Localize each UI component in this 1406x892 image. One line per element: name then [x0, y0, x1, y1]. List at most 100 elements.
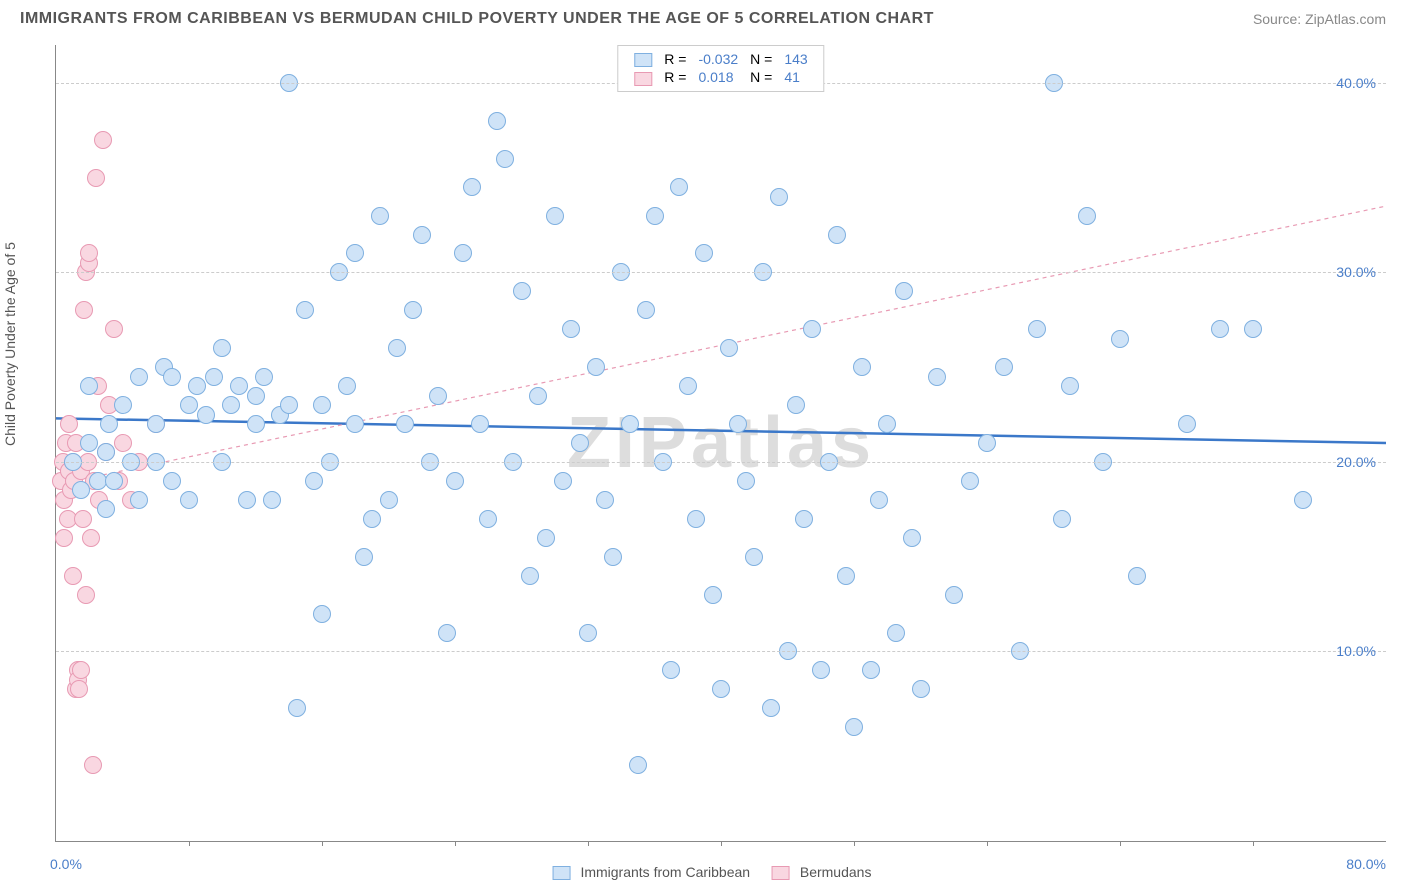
data-point: [388, 339, 406, 357]
data-point: [363, 510, 381, 528]
data-point: [75, 301, 93, 319]
y-axis-label: Child Poverty Under the Age of 5: [2, 242, 18, 446]
source-value: ZipAtlas.com: [1305, 11, 1386, 27]
data-point: [247, 415, 265, 433]
x-tick: [721, 841, 722, 846]
data-point: [97, 443, 115, 461]
data-point: [205, 368, 223, 386]
data-point: [670, 178, 688, 196]
data-point: [521, 567, 539, 585]
data-point: [1028, 320, 1046, 338]
data-point: [84, 756, 102, 774]
data-point: [895, 282, 913, 300]
data-point: [878, 415, 896, 433]
data-point: [637, 301, 655, 319]
data-point: [94, 131, 112, 149]
y-tick-label: 10.0%: [1336, 643, 1376, 659]
data-point: [77, 586, 95, 604]
data-point: [396, 415, 414, 433]
x-tick-max: 80.0%: [1346, 856, 1386, 872]
data-point: [147, 415, 165, 433]
data-point: [687, 510, 705, 528]
data-point: [579, 624, 597, 642]
data-point: [729, 415, 747, 433]
x-tick-min: 0.0%: [50, 856, 82, 872]
correlation-legend: R = -0.032 N = 143 R = 0.018 N = 41: [617, 45, 824, 92]
data-point: [1128, 567, 1146, 585]
data-point: [803, 320, 821, 338]
x-tick: [987, 841, 988, 846]
data-point: [130, 491, 148, 509]
data-point: [70, 680, 88, 698]
series-legend: Immigrants from Caribbean Bermudans: [535, 864, 872, 880]
data-point: [961, 472, 979, 490]
source-attribution: Source: ZipAtlas.com: [1253, 11, 1386, 27]
data-point: [74, 510, 92, 528]
data-point: [313, 605, 331, 623]
data-point: [787, 396, 805, 414]
n-label: N =: [744, 50, 778, 68]
data-point: [463, 178, 481, 196]
data-point: [280, 396, 298, 414]
x-tick: [455, 841, 456, 846]
gridline: [56, 651, 1386, 652]
data-point: [679, 377, 697, 395]
data-point: [845, 718, 863, 736]
data-point: [80, 244, 98, 262]
data-point: [488, 112, 506, 130]
data-point: [213, 339, 231, 357]
data-point: [100, 415, 118, 433]
data-point: [1294, 491, 1312, 509]
data-point: [546, 207, 564, 225]
data-point: [496, 150, 514, 168]
legend-swatch-series2: [634, 72, 652, 86]
data-point: [114, 396, 132, 414]
chart-title: IMMIGRANTS FROM CARIBBEAN VS BERMUDAN CH…: [20, 10, 934, 28]
y-tick-label: 20.0%: [1336, 454, 1376, 470]
x-tick: [189, 841, 190, 846]
y-tick-label: 30.0%: [1336, 264, 1376, 280]
x-tick: [588, 841, 589, 846]
x-tick: [1120, 841, 1121, 846]
data-point: [621, 415, 639, 433]
data-point: [255, 368, 273, 386]
data-point: [263, 491, 281, 509]
data-point: [662, 661, 680, 679]
data-point: [105, 472, 123, 490]
data-point: [180, 396, 198, 414]
x-tick: [854, 841, 855, 846]
data-point: [89, 472, 107, 490]
data-point: [355, 548, 373, 566]
data-point: [305, 472, 323, 490]
data-point: [163, 368, 181, 386]
data-point: [853, 358, 871, 376]
data-point: [429, 387, 447, 405]
data-point: [828, 226, 846, 244]
data-point: [928, 368, 946, 386]
data-point: [446, 472, 464, 490]
data-point: [1178, 415, 1196, 433]
data-point: [571, 434, 589, 452]
r-label: R =: [658, 68, 692, 86]
data-point: [438, 624, 456, 642]
r-label: R =: [658, 50, 692, 68]
data-point: [72, 661, 90, 679]
x-tick: [322, 841, 323, 846]
data-point: [404, 301, 422, 319]
data-point: [1078, 207, 1096, 225]
data-point: [1244, 320, 1262, 338]
data-point: [646, 207, 664, 225]
legend-label-series1: Immigrants from Caribbean: [580, 864, 750, 880]
data-point: [862, 661, 880, 679]
data-point: [945, 586, 963, 604]
data-point: [471, 415, 489, 433]
legend-row-series1: R = -0.032 N = 143: [628, 50, 813, 68]
data-point: [296, 301, 314, 319]
data-point: [80, 377, 98, 395]
data-point: [288, 699, 306, 717]
data-point: [230, 377, 248, 395]
legend-swatch-series2-icon: [772, 866, 790, 880]
data-point: [238, 491, 256, 509]
data-point: [978, 434, 996, 452]
data-point: [371, 207, 389, 225]
